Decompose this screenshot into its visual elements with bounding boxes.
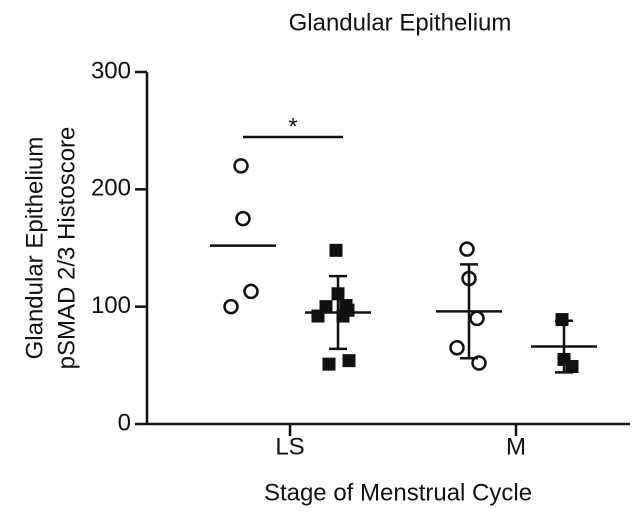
y-tick-label: 100 <box>91 292 131 319</box>
point <box>233 158 249 174</box>
x-axis-label: Stage of Menstrual Cycle <box>264 479 532 506</box>
point <box>235 210 251 227</box>
point <box>322 357 336 371</box>
point <box>469 310 485 327</box>
x-tick-label: M <box>506 433 526 460</box>
y-tick-label: 0 <box>118 409 131 436</box>
point <box>223 298 239 315</box>
y-tick-label: 200 <box>91 175 131 202</box>
point <box>471 355 487 371</box>
point <box>342 354 356 368</box>
chart-title: Glandular Epithelium <box>289 9 512 36</box>
point <box>565 360 579 374</box>
significance-label: * <box>288 113 297 140</box>
x-tick-label: LS <box>275 433 304 460</box>
y-axis-label: pSMAD 2/3 Histoscore <box>53 127 80 370</box>
y-axis-label: Glandular Epithelium <box>21 137 48 360</box>
point <box>449 339 465 356</box>
y-tick-label: 300 <box>91 57 131 84</box>
point <box>459 241 475 257</box>
point <box>243 283 259 300</box>
point <box>329 243 343 257</box>
